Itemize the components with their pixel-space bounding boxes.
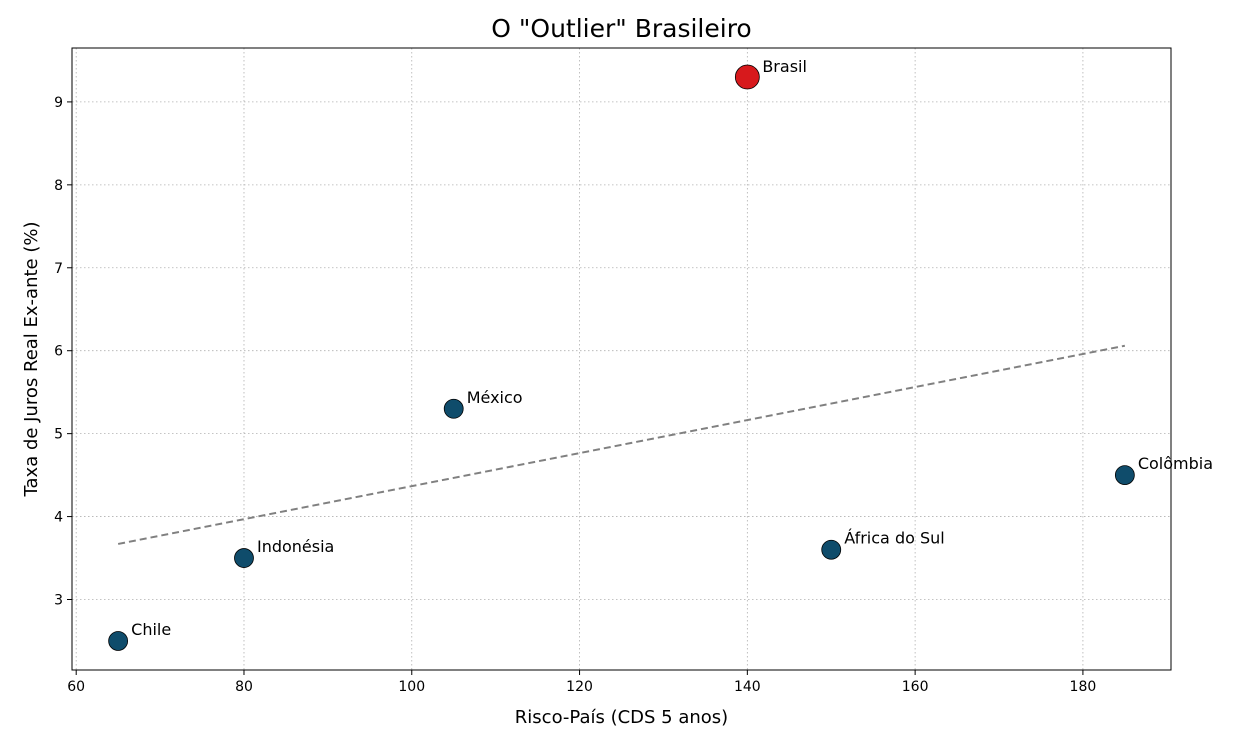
grid: [72, 48, 1171, 670]
y-tick-label: 7: [54, 261, 63, 277]
y-tick-label: 5: [54, 427, 63, 443]
x-tick-label: 60: [67, 679, 85, 695]
x-tick-label: 100: [398, 679, 425, 695]
point-africa-do-sul: [821, 539, 842, 560]
y-tick-label: 6: [54, 344, 63, 360]
x-tick-label: 120: [566, 679, 593, 695]
point-colombia: [1114, 465, 1135, 486]
y-axis-label: Taxa de Juros Real Ex-ante (%): [21, 222, 42, 498]
point-brasil: [734, 64, 760, 90]
x-tick-label: 80: [235, 679, 253, 695]
plot-frame: [71, 47, 1172, 671]
point-label-chile: Chile: [131, 620, 171, 639]
y-tick-label: 4: [54, 510, 63, 526]
point-label-colombia: Colômbia: [1138, 454, 1213, 473]
point-chile: [108, 631, 129, 651]
point-mexico: [443, 398, 464, 419]
x-axis-label: Risco-País (CDS 5 anos): [515, 707, 728, 728]
axis-ticks: 60 80 100 120 140 160 180 3 4 5 6 7 8 9: [54, 95, 1096, 695]
y-tick-label: 8: [54, 178, 63, 194]
x-tick-label: 160: [902, 679, 929, 695]
trendline: [117, 344, 1126, 545]
point-label-brasil: Brasil: [762, 57, 807, 76]
point-label-indonesia: Indonésia: [257, 537, 334, 556]
y-tick-label: 9: [54, 95, 63, 111]
x-tick-label: 140: [734, 679, 761, 695]
y-tick-label: 3: [54, 593, 63, 609]
points-group: [108, 64, 1135, 651]
point-indonesia: [234, 548, 254, 568]
chart-title: O "Outlier" Brasileiro: [491, 14, 751, 43]
x-tick-label: 180: [1070, 679, 1097, 695]
point-labels-group: Brasil México Colômbia África do Sul Indonés…: [131, 57, 1213, 639]
trendline-group: [117, 344, 1126, 545]
point-label-mexico: México: [467, 388, 523, 407]
point-label-africa-do-sul: África do Sul: [844, 529, 945, 548]
